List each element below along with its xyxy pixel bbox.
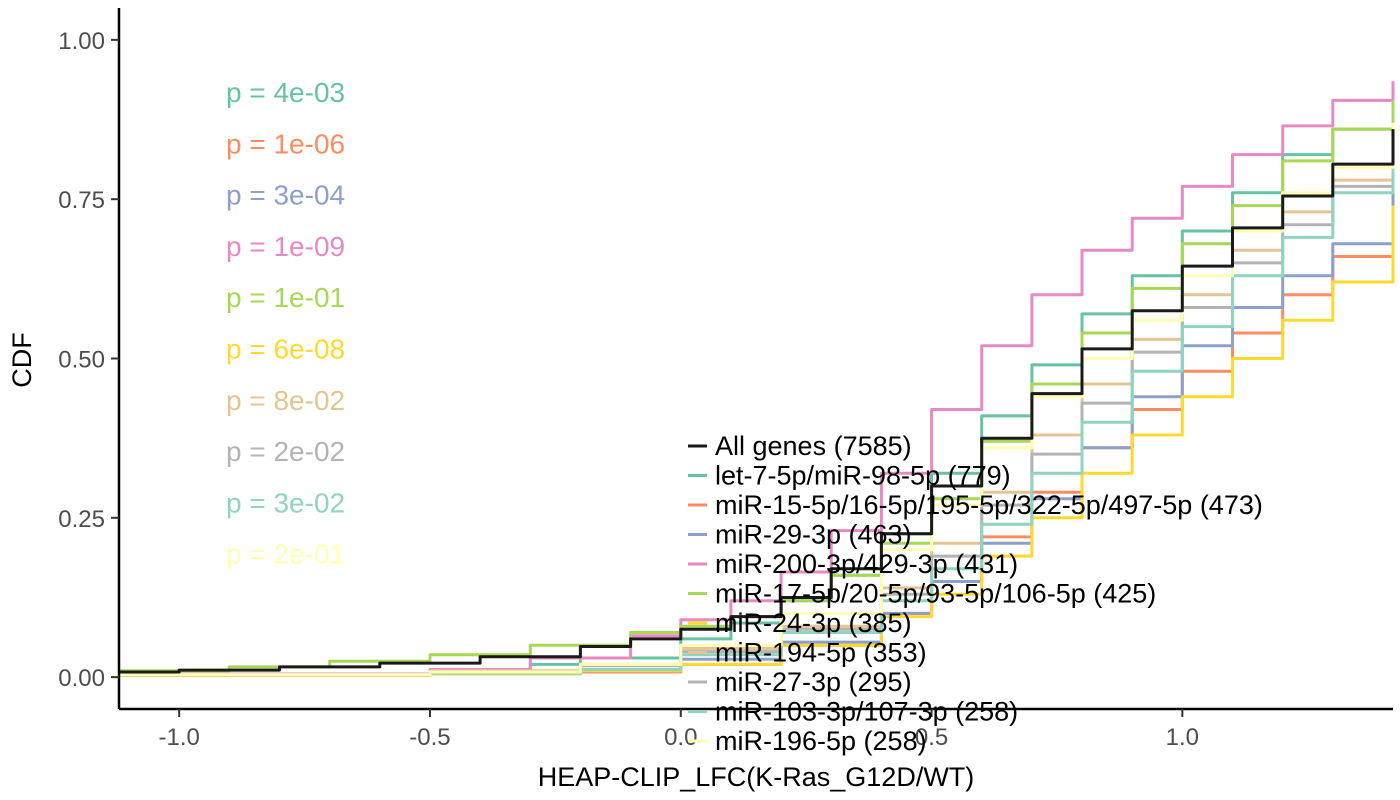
pvalue-label-6: p = 6e-08 xyxy=(226,334,345,365)
y-axis-title: CDF xyxy=(7,332,37,388)
pvalue-label-8: p = 2e-02 xyxy=(226,436,345,467)
x-tick-label-4: 1.0 xyxy=(1166,724,1199,751)
series-line-0 xyxy=(119,129,1395,674)
legend-label-1: let-7-5p/miR-98-5p (779) xyxy=(715,461,1011,491)
legend-label-4: miR-200-3p/429-3p (431) xyxy=(715,549,1018,579)
ticks-layer: -1.0 -0.5 0.0 0.5 1.0 0.00 0.25 0.50 0.75 1.00 xyxy=(58,28,1199,751)
pvalue-layer: p = 4e-03 p = 1e-06 p = 3e-04 p = 1e-09 p = … xyxy=(226,77,345,570)
pvalue-label-9: p = 3e-02 xyxy=(226,487,345,518)
pvalue-label-1: p = 4e-03 xyxy=(226,77,345,108)
y-tick-label-2: 0.50 xyxy=(58,347,105,374)
legend-label-0: All genes (7585) xyxy=(715,431,912,461)
legend-label-3: miR-29-3p (463) xyxy=(715,520,912,550)
pvalue-label-2: p = 1e-06 xyxy=(226,128,345,159)
x-tick-label-1: -0.5 xyxy=(409,724,450,751)
y-tick-label-3: 0.75 xyxy=(58,187,105,214)
x-axis-title: HEAP-CLIP_LFC(K-Ras_G12D/WT) xyxy=(538,762,975,792)
pvalue-label-10: p = 2e-01 xyxy=(226,539,345,570)
pvalue-label-3: p = 3e-04 xyxy=(226,180,345,211)
x-tick-label-3: 0.5 xyxy=(915,724,948,751)
legend-label-5: miR-17-5p/20-5p/93-5p/106-5p (425) xyxy=(715,579,1156,609)
series-line-9 xyxy=(119,148,1395,677)
pvalue-label-4: p = 1e-09 xyxy=(226,231,345,262)
legend-label-6: miR-24-3p (385) xyxy=(715,608,912,638)
legend-label-10: miR-196-5p (258) xyxy=(715,726,927,756)
legend-label-9: miR-103-3p/107-3p (258) xyxy=(715,697,1018,727)
legend: All genes (7585)let-7-5p/miR-98-5p (779)… xyxy=(688,431,1263,756)
y-tick-label-1: 0.25 xyxy=(58,506,105,533)
pvalue-label-7: p = 8e-02 xyxy=(226,385,345,416)
legend-label-2: miR-15-5p/16-5p/195-5p/322-5p/497-5p (47… xyxy=(715,490,1263,520)
legend-label-8: miR-27-3p (295) xyxy=(715,667,912,697)
x-tick-label-0: -1.0 xyxy=(159,724,200,751)
pvalue-label-5: p = 1e-01 xyxy=(226,282,345,313)
series-line-10 xyxy=(119,122,1395,677)
x-tick-label-2: 0.0 xyxy=(664,724,697,751)
legend-label-7: miR-194-5p (353) xyxy=(715,638,927,668)
y-tick-label-4: 1.00 xyxy=(58,28,105,55)
series-layer xyxy=(119,81,1395,677)
y-tick-label-0: 0.00 xyxy=(58,665,105,692)
